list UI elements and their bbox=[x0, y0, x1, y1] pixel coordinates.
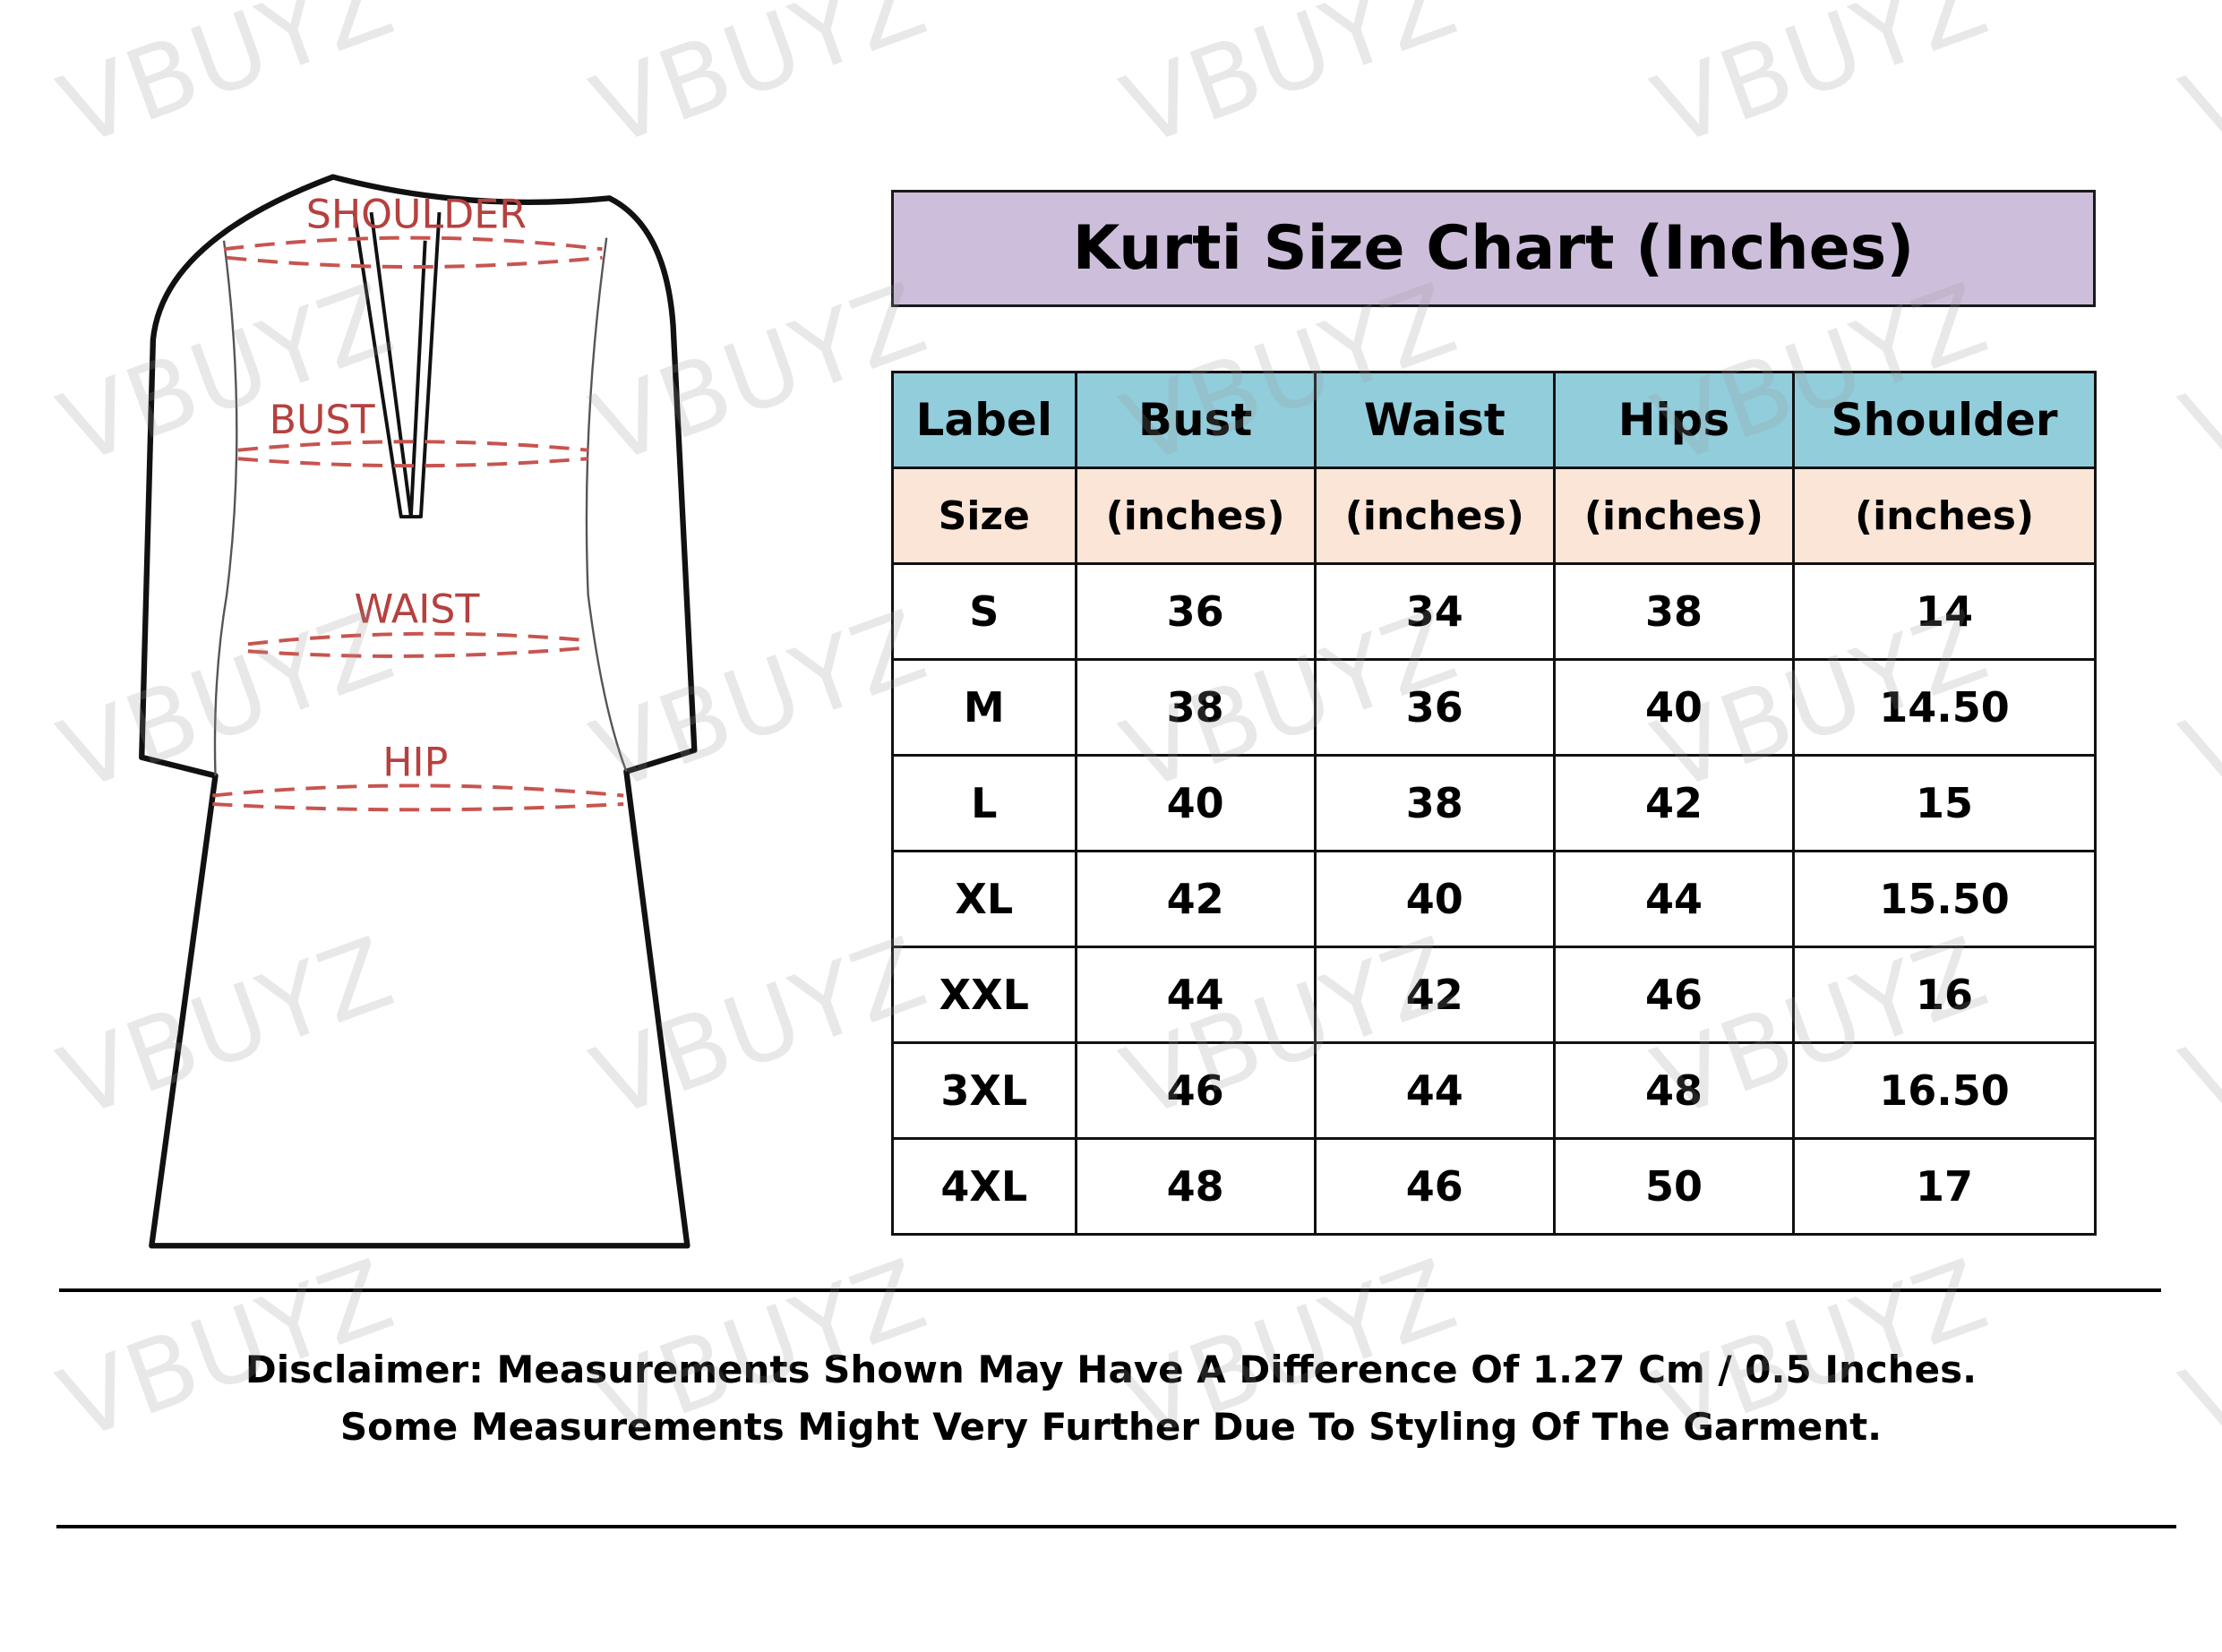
disclaimer-line-2: Some Measurements Might Very Further Due… bbox=[339, 1405, 1883, 1449]
subheader-unit: (inches) bbox=[1074, 466, 1317, 565]
header-hips: Hips bbox=[1552, 371, 1796, 469]
bust-cell: 46 bbox=[1074, 1041, 1317, 1140]
divider-bottom bbox=[56, 1525, 2176, 1528]
shoulder-cell: 15.50 bbox=[1792, 850, 2097, 948]
subheader-size: Size bbox=[891, 466, 1077, 565]
shoulder-cell: 16 bbox=[1792, 946, 2097, 1044]
hips-cell: 38 bbox=[1552, 562, 1796, 661]
subheader-row: Size (inches) (inches) (inches) (inches) bbox=[891, 466, 2097, 565]
neck-placket bbox=[352, 211, 442, 519]
hips-cell: 46 bbox=[1552, 946, 1796, 1044]
shoulder-cell: 16.50 bbox=[1792, 1041, 2097, 1140]
header-shoulder: Shoulder bbox=[1792, 371, 2097, 469]
table-row: 4XL 48 46 50 17 bbox=[891, 1137, 2097, 1236]
subheader-unit: (inches) bbox=[1313, 466, 1556, 565]
subheader-unit: (inches) bbox=[1792, 466, 2097, 565]
hips-cell: 50 bbox=[1552, 1137, 1796, 1236]
size-cell: M bbox=[891, 658, 1077, 757]
waist-cell: 46 bbox=[1313, 1137, 1556, 1236]
size-cell: XL bbox=[891, 850, 1077, 948]
size-cell: L bbox=[891, 754, 1077, 852]
hip-label: HIP bbox=[382, 740, 448, 785]
right-armhole-seam bbox=[585, 237, 628, 773]
waist-line bbox=[247, 631, 581, 658]
header-row: Label Bust Waist Hips Shoulder bbox=[891, 371, 2097, 469]
shoulder-label: SHOULDER bbox=[306, 193, 527, 238]
shoulder-cell: 17 bbox=[1792, 1137, 2097, 1236]
disclaimer-line-1: Disclaimer: Measurements Shown May Have … bbox=[245, 1348, 1977, 1391]
bust-cell: 40 bbox=[1074, 754, 1317, 852]
table-row: M 38 36 40 14.50 bbox=[891, 658, 2097, 757]
header-bust: Bust bbox=[1074, 371, 1317, 469]
kurti-outline bbox=[139, 174, 698, 1249]
shoulder-cell: 14.50 bbox=[1792, 658, 2097, 757]
chart-title: Kurti Size Chart (Inches) bbox=[891, 190, 2096, 307]
waist-cell: 42 bbox=[1313, 946, 1556, 1044]
waist-cell: 40 bbox=[1313, 850, 1556, 948]
divider-top bbox=[59, 1288, 2161, 1292]
shoulder-line bbox=[223, 235, 603, 269]
size-cell: S bbox=[891, 562, 1077, 661]
size-table: Label Bust Waist Hips Shoulder Size (inc… bbox=[891, 371, 2097, 1236]
table-row: XXL 44 42 46 16 bbox=[891, 946, 2097, 1044]
waist-cell: 38 bbox=[1313, 754, 1556, 852]
header-label: Label bbox=[891, 371, 1077, 469]
table-row: L 40 38 42 15 bbox=[891, 754, 2097, 852]
size-cell: 4XL bbox=[891, 1137, 1077, 1236]
hips-cell: 40 bbox=[1552, 658, 1796, 757]
left-armhole-seam bbox=[213, 240, 238, 776]
bust-cell: 38 bbox=[1074, 658, 1317, 757]
hips-cell: 44 bbox=[1552, 850, 1796, 948]
table-row: S 36 34 38 14 bbox=[891, 562, 2097, 661]
bust-line bbox=[237, 440, 588, 468]
hips-cell: 48 bbox=[1552, 1041, 1796, 1140]
subheader-unit: (inches) bbox=[1552, 466, 1796, 565]
bust-cell: 36 bbox=[1074, 562, 1317, 661]
size-cell: XXL bbox=[891, 946, 1077, 1044]
table-row: 3XL 46 44 48 16.50 bbox=[891, 1041, 2097, 1140]
bust-cell: 44 bbox=[1074, 946, 1317, 1044]
waist-cell: 34 bbox=[1313, 562, 1556, 661]
table-row: XL 42 40 44 15.50 bbox=[891, 850, 2097, 948]
hips-cell: 42 bbox=[1552, 754, 1796, 852]
size-cell: 3XL bbox=[891, 1041, 1077, 1140]
shoulder-cell: 15 bbox=[1792, 754, 2097, 852]
bust-cell: 48 bbox=[1074, 1137, 1317, 1236]
waist-cell: 36 bbox=[1313, 658, 1556, 757]
bust-label: BUST bbox=[270, 398, 376, 443]
bust-cell: 42 bbox=[1074, 850, 1317, 948]
header-waist: Waist bbox=[1313, 371, 1556, 469]
waist-cell: 44 bbox=[1313, 1041, 1556, 1140]
hip-line bbox=[212, 783, 624, 812]
shoulder-cell: 14 bbox=[1792, 562, 2097, 661]
waist-label: WAIST bbox=[355, 587, 481, 633]
